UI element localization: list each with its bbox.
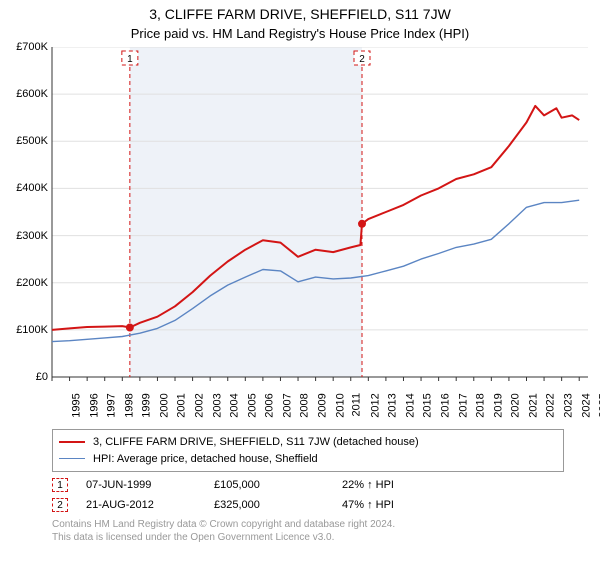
x-tick-label: 1998 <box>123 393 135 417</box>
events-table: 1 07-JUN-1999 £105,000 22% ↑ HPI 2 21-AU… <box>52 478 564 512</box>
y-tick-label: £600K <box>0 88 48 100</box>
x-tick-label: 2011 <box>351 393 363 417</box>
legend-row-price-paid: 3, CLIFFE FARM DRIVE, SHEFFIELD, S11 7JW… <box>59 434 557 451</box>
y-tick-label: £400K <box>0 182 48 194</box>
x-tick-label: 2003 <box>211 393 223 417</box>
legend-swatch-price-paid <box>59 441 85 443</box>
y-tick-label: £500K <box>0 135 48 147</box>
x-tick-label: 2006 <box>264 393 276 417</box>
x-tick-label: 2017 <box>457 393 469 417</box>
x-tick-label: 2022 <box>545 393 557 417</box>
x-tick-label: 2020 <box>510 393 522 417</box>
x-tick-label: 1997 <box>106 393 118 417</box>
license-line2: This data is licensed under the Open Gov… <box>52 531 564 544</box>
event-price-2: £325,000 <box>214 499 324 511</box>
y-tick-label: £0 <box>0 371 48 383</box>
x-tick-label: 1996 <box>88 393 100 417</box>
x-tick-label: 2013 <box>387 393 399 417</box>
chart-title-address: 3, CLIFFE FARM DRIVE, SHEFFIELD, S11 7JW <box>0 6 600 22</box>
chart-area: 12 £0£100K£200K£300K£400K£500K£600K£700K… <box>0 47 600 427</box>
event-price-1: £105,000 <box>214 479 324 491</box>
event-date-1: 07-JUN-1999 <box>86 479 196 491</box>
x-tick-label: 2023 <box>563 393 575 417</box>
x-tick-label: 2024 <box>580 393 592 417</box>
y-tick-label: £300K <box>0 230 48 242</box>
svg-text:2: 2 <box>359 54 365 65</box>
event-badge-1: 1 <box>52 478 68 492</box>
chart-title-subtitle: Price paid vs. HM Land Registry's House … <box>0 26 600 41</box>
legend-label-price-paid: 3, CLIFFE FARM DRIVE, SHEFFIELD, S11 7JW… <box>93 434 419 451</box>
event-row-1: 1 07-JUN-1999 £105,000 22% ↑ HPI <box>52 478 564 492</box>
event-delta-1: 22% ↑ HPI <box>342 479 452 491</box>
x-tick-label: 2007 <box>281 393 293 417</box>
x-tick-label: 2018 <box>475 393 487 417</box>
x-tick-label: 1999 <box>141 393 153 417</box>
x-tick-label: 2016 <box>440 393 452 417</box>
event-badge-2: 2 <box>52 498 68 512</box>
svg-text:1: 1 <box>127 54 133 65</box>
legend-swatch-hpi <box>59 458 85 459</box>
legend-label-hpi: HPI: Average price, detached house, Shef… <box>93 451 318 468</box>
y-tick-label: £200K <box>0 277 48 289</box>
chart-svg: 12 <box>0 47 600 427</box>
x-tick-label: 2021 <box>527 393 539 417</box>
x-tick-label: 2012 <box>369 393 381 417</box>
x-tick-label: 2000 <box>158 393 170 417</box>
x-tick-label: 2001 <box>176 393 188 417</box>
x-tick-label: 2005 <box>246 393 258 417</box>
x-tick-label: 2014 <box>404 393 416 417</box>
license-text: Contains HM Land Registry data © Crown c… <box>52 518 564 544</box>
x-tick-label: 2019 <box>492 393 504 417</box>
x-tick-label: 2015 <box>422 393 434 417</box>
event-row-2: 2 21-AUG-2012 £325,000 47% ↑ HPI <box>52 498 564 512</box>
x-tick-label: 2004 <box>229 393 241 417</box>
license-line1: Contains HM Land Registry data © Crown c… <box>52 518 564 531</box>
legend-box: 3, CLIFFE FARM DRIVE, SHEFFIELD, S11 7JW… <box>52 429 564 472</box>
event-date-2: 21-AUG-2012 <box>86 499 196 511</box>
legend-row-hpi: HPI: Average price, detached house, Shef… <box>59 451 557 468</box>
x-tick-label: 1995 <box>70 393 82 417</box>
x-tick-label: 2010 <box>334 393 346 417</box>
x-tick-label: 2009 <box>317 393 329 417</box>
x-tick-label: 2008 <box>299 393 311 417</box>
event-delta-2: 47% ↑ HPI <box>342 499 452 511</box>
y-tick-label: £700K <box>0 41 48 53</box>
x-tick-label: 2002 <box>194 393 206 417</box>
y-tick-label: £100K <box>0 324 48 336</box>
